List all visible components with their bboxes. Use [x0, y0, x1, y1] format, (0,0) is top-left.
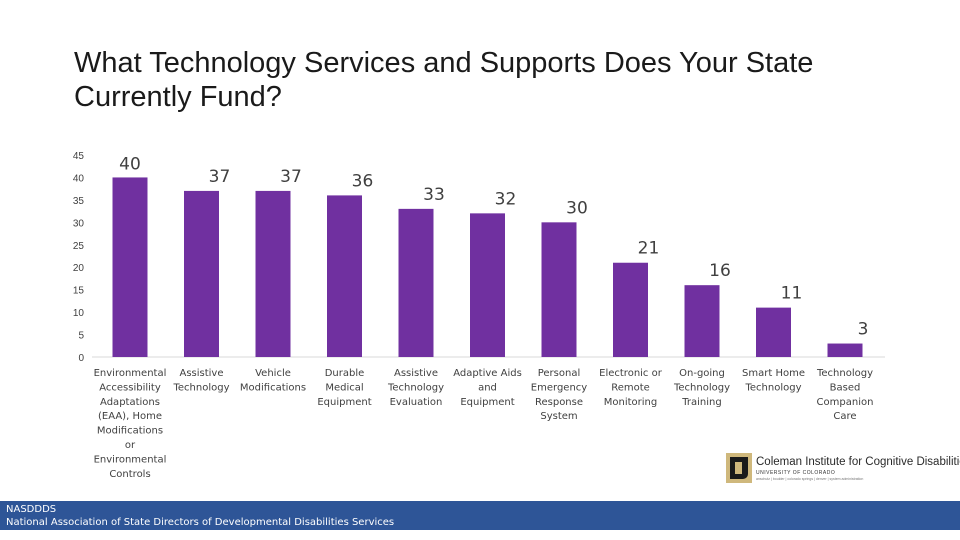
- category-label-line: Evaluation: [390, 397, 443, 408]
- category-label: Adaptive Aids and Equipment: [453, 368, 522, 408]
- category-label-line: Vehicle: [255, 368, 291, 379]
- logo-fine-print: anschutz | boulder | colorado springs | …: [756, 477, 864, 481]
- category-label: Electronic or Remote Monitoring: [599, 368, 663, 408]
- category-label: Vehicle Modifications: [240, 368, 306, 393]
- category-label-line: Technology: [816, 368, 873, 379]
- category-label: Durable Medical Equipment: [317, 368, 371, 408]
- footer-bar: NASDDDS National Association of State Di…: [0, 501, 960, 530]
- category-label-line: Modifications: [97, 426, 163, 437]
- bar: [184, 190, 219, 357]
- category-label-line: (EAA), Home: [98, 411, 162, 422]
- category-label-line: On-going: [679, 368, 725, 379]
- category-label-line: Environmental: [94, 368, 167, 379]
- category-label-line: Emergency: [531, 382, 587, 393]
- cu-logo-icon: [726, 453, 752, 483]
- category-label-line: Modifications: [240, 382, 306, 393]
- bar-chart: 0 5 10 15 20 25 30 35 40 45 40 37 37 36 33 32 30 21 16 11 3…: [73, 151, 885, 480]
- category-label-line: Companion: [817, 397, 874, 408]
- bar: [827, 343, 863, 357]
- category-label-line: Monitoring: [604, 397, 657, 408]
- data-label: 33: [423, 185, 445, 205]
- category-label-line: Personal: [538, 368, 581, 379]
- category-labels: Environmental Accessibility Adaptations (EA…: [94, 368, 874, 480]
- category-label-line: Response: [535, 397, 583, 408]
- category-label-line: Technology: [744, 382, 801, 393]
- category-label-line: Based: [830, 382, 861, 393]
- data-label: 11: [781, 284, 803, 304]
- data-label: 3: [858, 320, 869, 340]
- y-tick-label: 20: [73, 263, 85, 274]
- category-label-line: Assistive: [394, 368, 438, 379]
- y-tick-label: 15: [73, 286, 85, 297]
- category-label: Smart Home Technology: [742, 368, 805, 393]
- y-tick-label: 35: [73, 196, 85, 207]
- page-title: What Technology Services and Supports Do…: [74, 47, 814, 113]
- category-label-line: Controls: [109, 469, 150, 480]
- footer-acronym: NASDDDS: [6, 504, 57, 515]
- category-label-line: Remote: [611, 382, 650, 393]
- logo-name: Coleman Institute for Cognitive Disabili…: [756, 456, 960, 468]
- coleman-institute-logo: Coleman Institute for Cognitive Disabili…: [726, 453, 960, 489]
- category-label: Environmental Accessibility Adaptations (EA…: [94, 368, 167, 480]
- category-label: Technology Based Companion Care: [816, 368, 873, 422]
- footer-organization: National Association of State Directors …: [6, 517, 395, 528]
- category-label-line: Accessibility: [99, 382, 161, 393]
- bar: [255, 190, 291, 357]
- bars: [112, 177, 863, 357]
- category-label-line: Assistive: [179, 368, 223, 379]
- value-labels: 40 37 37 36 33 32 30 21 16 11 3: [119, 154, 868, 339]
- category-label: Assistive Technology Evaluation: [387, 368, 444, 408]
- data-label: 32: [495, 189, 517, 209]
- bar: [470, 213, 505, 357]
- category-label: Personal Emergency Response System: [531, 368, 587, 422]
- data-label: 40: [119, 154, 141, 174]
- y-tick-label: 10: [73, 308, 85, 319]
- category-label-line: Adaptive Aids: [453, 368, 522, 379]
- category-label-line: Care: [833, 411, 856, 422]
- category-label-line: and: [478, 382, 497, 393]
- data-label: 37: [280, 167, 302, 187]
- category-label-line: Technology: [673, 382, 730, 393]
- bar: [398, 208, 434, 357]
- category-label-line: Environmental: [94, 454, 167, 465]
- category-label-line: Training: [681, 397, 721, 408]
- y-tick-label: 25: [73, 241, 85, 252]
- category-label-line: or: [125, 440, 136, 451]
- category-label-line: Technology: [172, 382, 229, 393]
- data-label: 37: [209, 167, 231, 187]
- data-label: 16: [709, 261, 731, 281]
- data-label: 36: [352, 171, 374, 191]
- category-label: On-going Technology Training: [673, 368, 730, 408]
- y-tick-label: 45: [73, 151, 85, 162]
- bar: [112, 177, 148, 357]
- category-label-line: Smart Home: [742, 368, 805, 379]
- category-label-line: System: [540, 411, 577, 422]
- y-tick-label: 0: [78, 353, 84, 364]
- bar: [541, 222, 577, 357]
- bar: [756, 307, 791, 357]
- category-label-line: Adaptations: [100, 397, 160, 408]
- y-tick-label: 30: [73, 218, 85, 229]
- y-tick-label: 40: [73, 173, 85, 184]
- data-label: 30: [566, 198, 588, 218]
- category-label: Assistive Technology: [172, 368, 229, 393]
- y-tick-label: 5: [78, 331, 84, 342]
- category-label-line: Electronic or: [599, 368, 663, 379]
- bar: [684, 285, 720, 357]
- logo-subtitle: UNIVERSITY OF COLORADO: [756, 470, 836, 476]
- category-label-line: Equipment: [317, 397, 371, 408]
- bar: [327, 195, 362, 357]
- category-label-line: Equipment: [460, 397, 514, 408]
- data-label: 21: [638, 239, 660, 259]
- category-label-line: Durable: [325, 368, 365, 379]
- y-axis: 0 5 10 15 20 25 30 35 40 45: [73, 151, 85, 364]
- category-label-line: Technology: [387, 382, 444, 393]
- category-label-line: Medical: [325, 382, 363, 393]
- bar: [613, 262, 648, 357]
